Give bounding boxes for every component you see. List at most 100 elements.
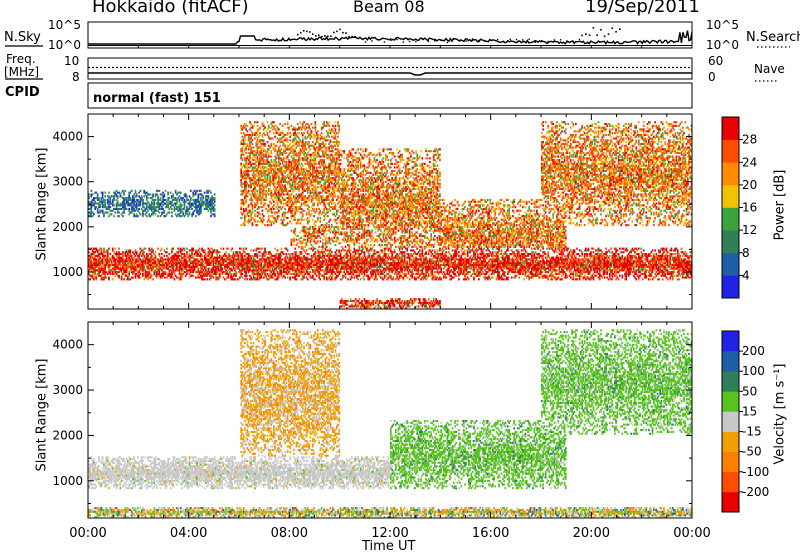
power-echo-cell [240,275,242,277]
power-echo-cell [289,148,291,150]
power-echo-cell [211,253,213,255]
power-echo-cell [250,257,252,259]
power-echo-cell [254,159,256,161]
power-echo-cell [267,150,269,152]
power-echo-cell [169,212,171,214]
power-echo-cell [287,134,289,136]
power-echo-cell [323,212,325,214]
power-echo-cell [327,195,329,197]
power-echo-cell [258,271,260,273]
power-echo-cell [263,268,265,270]
power-echo-cell [307,183,309,185]
power-echo-cell [136,193,138,195]
power-echo-cell [269,273,271,275]
power-echo-cell [176,199,178,201]
power-echo-cell [291,147,293,149]
power-echo-cell [313,210,315,212]
power-echo-cell [249,139,251,141]
power-echo-cell [317,186,319,188]
power-echo-cell [320,181,322,183]
power-echo-cell [316,132,318,134]
power-echo-cell [286,260,288,262]
power-echo-cell [112,262,114,264]
power-echo-cell [177,251,179,253]
power-echo-cell [283,217,285,219]
power-echo-cell [157,215,159,217]
power-echo-cell [250,123,252,125]
power-echo-cell [142,215,144,217]
power-echo-cell [138,275,140,277]
power-echo-cell [265,154,267,156]
power-echo-cell [262,175,264,177]
power-echo-cell [292,172,294,174]
power-echo-cell [113,273,115,275]
power-echo-cell [259,251,261,253]
power-echo-cell [245,186,247,188]
power-echo-cell [240,184,242,186]
power-echo-cell [326,226,328,228]
power-echo-cell [268,204,270,206]
power-echo-cell [271,127,273,129]
power-echo-cell [198,197,200,199]
power-echo-cell [298,156,300,158]
power-echo-cell [289,221,291,223]
power-echo-cell [192,248,194,250]
power-echo-cell [271,145,273,147]
power-echo-cell [103,278,105,280]
power-echo-cell [255,154,257,156]
power-echo-cell [257,143,259,145]
power-echo-cell [281,260,283,262]
power-echo-cell [223,248,225,250]
power-echo-cell [215,262,217,264]
power-echo-cell [276,161,278,163]
power-echo-cell [318,201,320,203]
power-echo-cell [211,248,213,250]
power-echo-cell [126,269,128,271]
power-echo-cell [268,136,270,138]
power-echo-cell [255,268,257,270]
power-echo-cell [253,271,255,273]
power-echo-cell [159,253,161,255]
power-echo-cell [323,159,325,161]
power-echo-cell [267,221,269,223]
power-echo-cell [313,262,315,264]
power-echo-cell [258,268,260,270]
power-echo-cell [249,221,251,223]
power-echo-cell [226,268,228,270]
power-echo-cell [310,271,312,273]
power-echo-cell [298,168,300,170]
power-echo-cell [226,271,228,273]
power-echo-cell [301,203,303,205]
power-echo-cell [297,221,299,223]
power-echo-cell [281,203,283,205]
power-echo-cell [265,166,267,168]
power-echo-cell [313,203,315,205]
power-echo-cell [242,273,244,275]
power-echo-cell [247,195,249,197]
power-echo-cell [294,184,296,186]
power-echo-cell [264,172,266,174]
power-echo-cell [240,141,242,143]
power-echo-cell [150,253,152,255]
power-echo-cell [307,192,309,194]
power-echo-cell [201,248,203,250]
power-echo-cell [93,213,95,215]
power-echo-cell [287,222,289,224]
power-echo-cell [146,253,148,255]
power-echo-cell [92,277,94,279]
power-echo-cell [242,159,244,161]
power-echo-cell [130,278,132,280]
power-echo-cell [291,197,293,199]
power-echo-cell [281,269,283,271]
power-echo-cell [249,181,251,183]
power-echo-cell [169,258,171,260]
power-echo-cell [277,163,279,165]
power-echo-cell [274,159,276,161]
power-echo-cell [323,231,325,233]
power-echo-cell [239,251,241,253]
power-echo-cell [148,248,150,250]
nsearch-dot [396,39,397,40]
power-echo-cell [306,226,308,228]
power-echo-cell [320,183,322,185]
power-echo-cell [113,257,115,259]
